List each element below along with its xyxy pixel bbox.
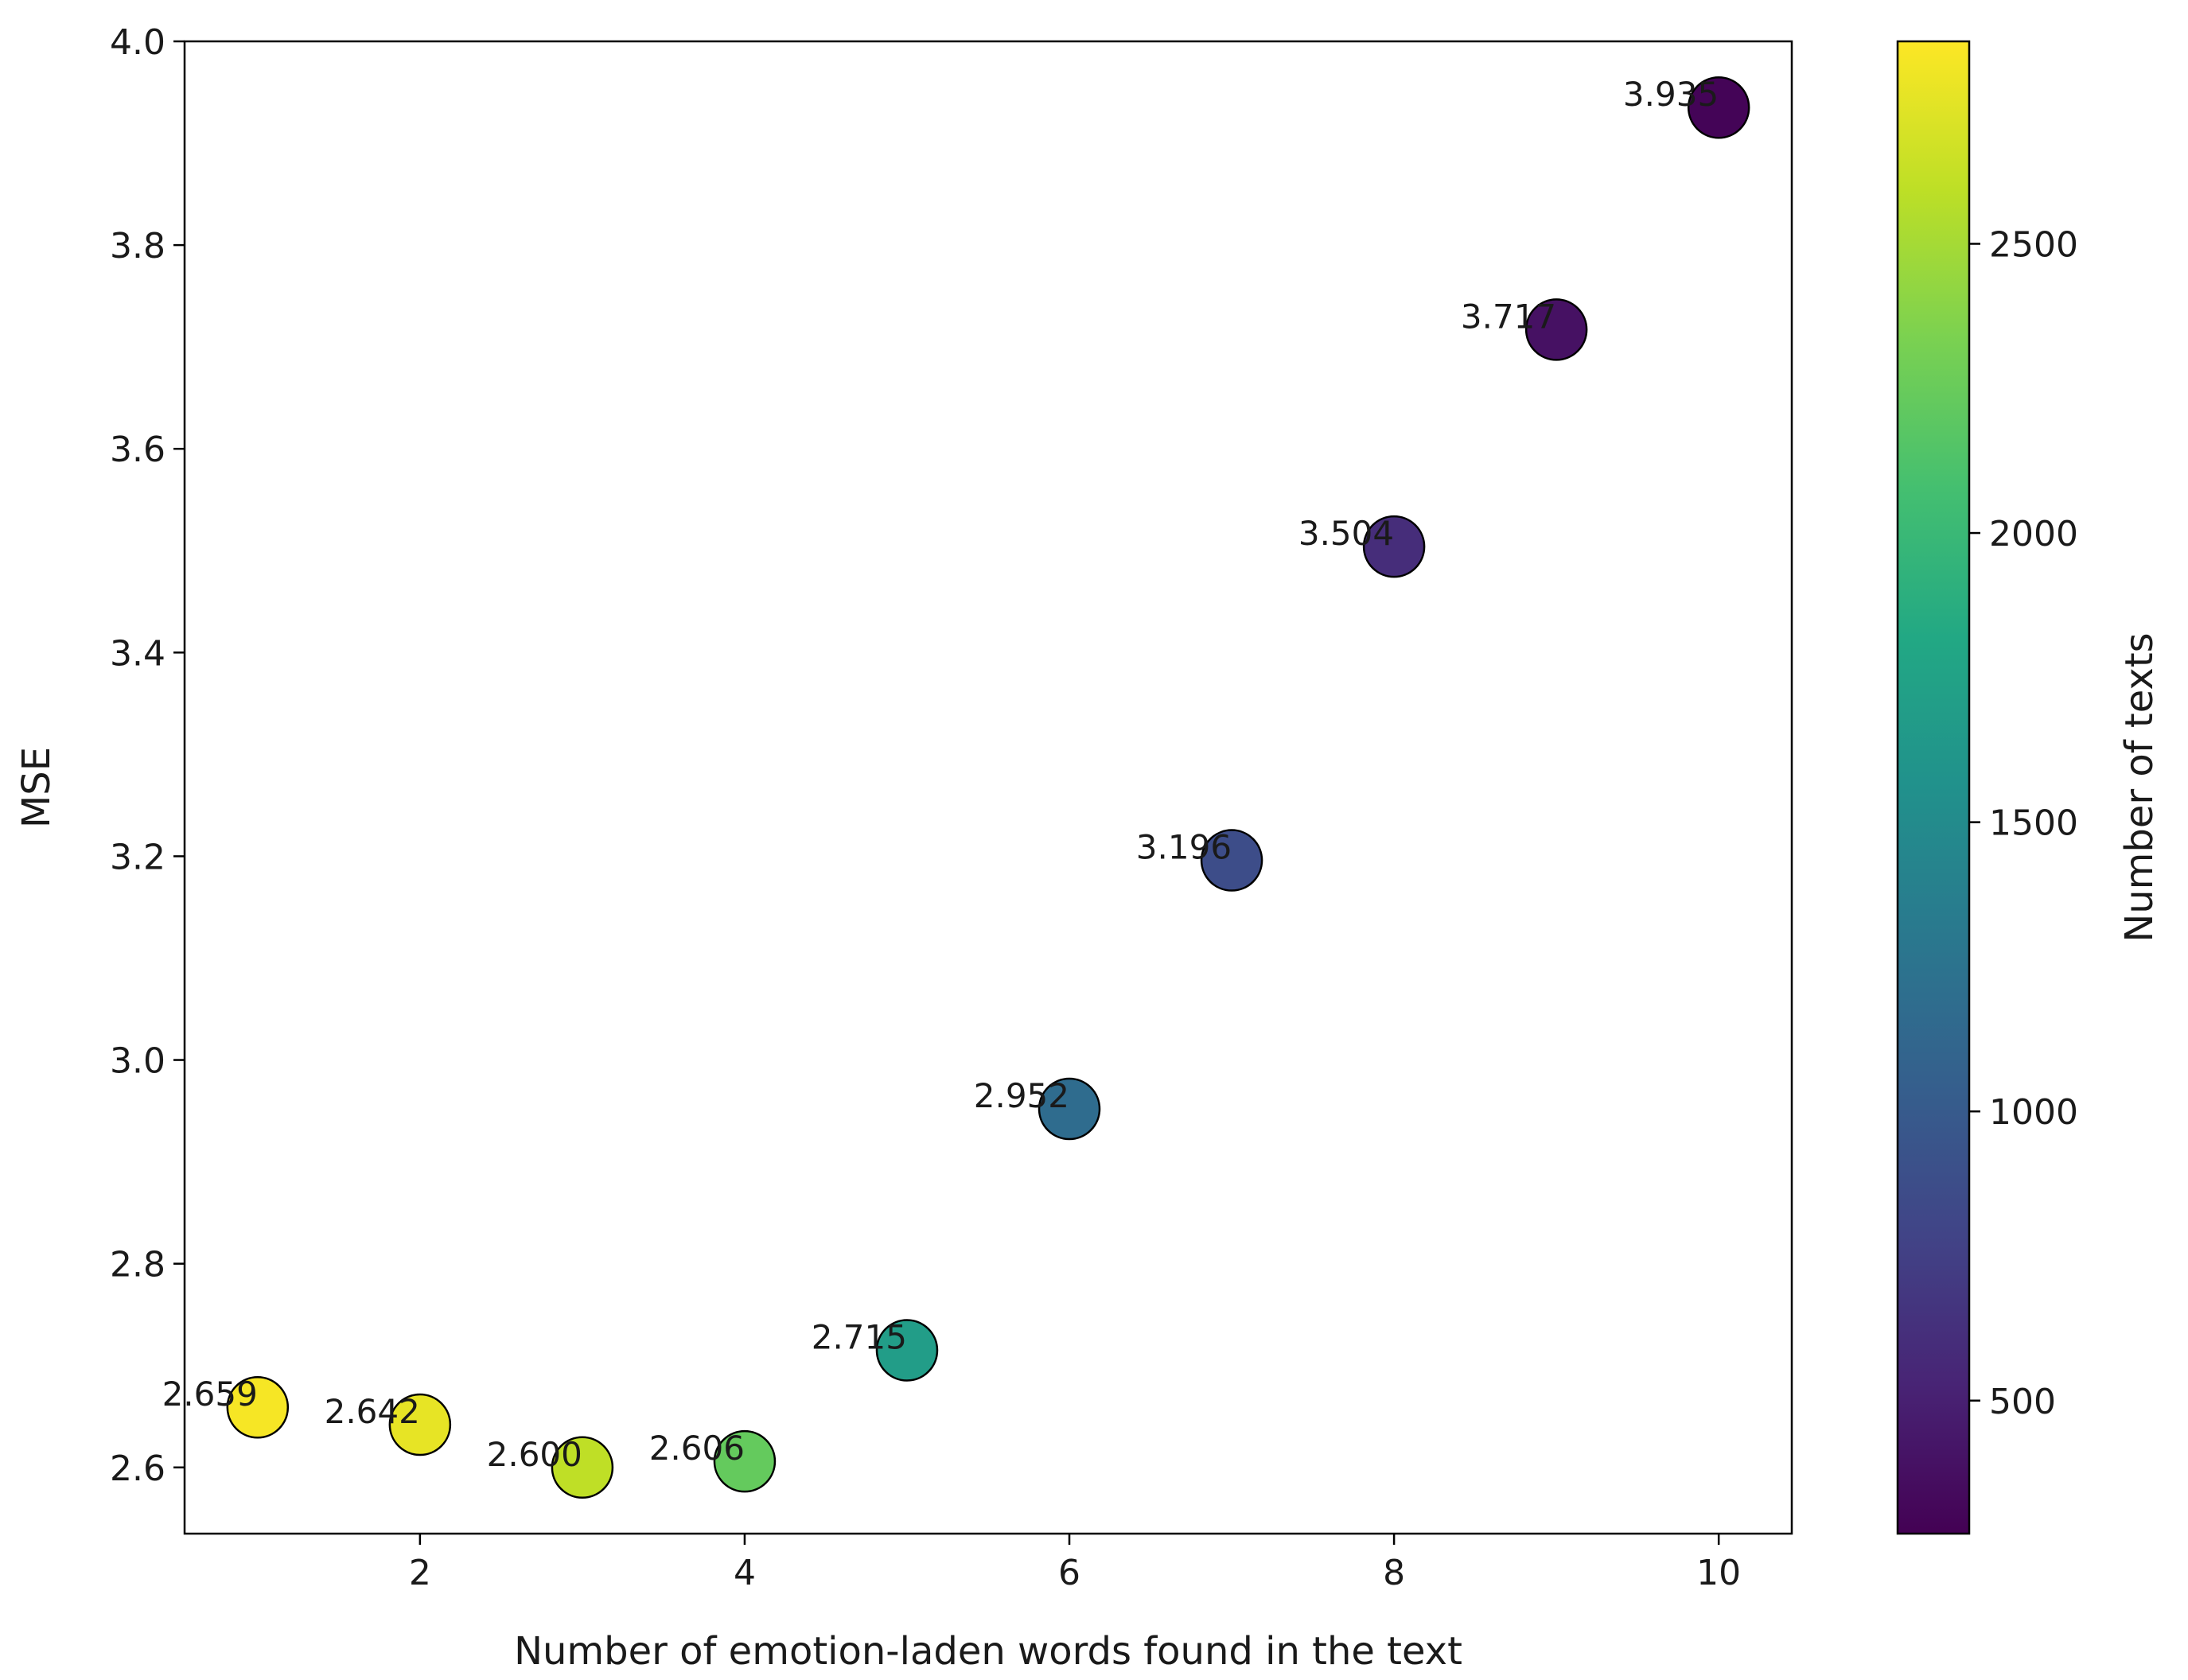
data-point	[875, 1319, 939, 1382]
data-label: 2.715	[812, 1318, 907, 1357]
data-point	[226, 1375, 290, 1439]
x-axis-ticks: 2 4 6 8 10	[409, 1534, 1741, 1593]
colorbar	[1896, 40, 1971, 1535]
y-tick-label: 3.0	[110, 1041, 165, 1082]
colorbar-tick-label: 1500	[1989, 803, 2078, 844]
x-tick-label: 8	[1383, 1553, 1405, 1593]
data-label: 2.642	[325, 1392, 420, 1431]
y-tick-label: 3.6	[110, 430, 165, 470]
data-label: 2.659	[162, 1375, 258, 1414]
y-axis-ticks: 2.6 2.8 3.0 3.2 3.4 3.6 3.8 4.0	[110, 22, 185, 1489]
y-tick-label: 3.2	[110, 837, 165, 877]
x-tick-label: 2	[409, 1553, 431, 1593]
data-label: 3.196	[1136, 828, 1232, 867]
data-point	[551, 1436, 614, 1499]
y-tick-label: 2.8	[110, 1245, 165, 1285]
data-label: 2.600	[487, 1435, 582, 1474]
y-tick-label: 3.4	[110, 633, 165, 674]
data-point	[1362, 515, 1426, 578]
y-tick-label: 3.8	[110, 226, 165, 266]
colorbar-tick-label: 2000	[1989, 514, 2078, 554]
data-label: 3.717	[1461, 297, 1556, 336]
x-tick-label: 4	[734, 1553, 756, 1593]
colorbar-tick-label: 500	[1989, 1382, 2056, 1422]
x-tick-label: 10	[1696, 1553, 1741, 1593]
data-label: 2.606	[649, 1429, 745, 1468]
data-point	[388, 1393, 452, 1456]
data-label: 2.952	[974, 1076, 1069, 1115]
plot-frame	[183, 40, 1793, 1535]
data-point	[1200, 829, 1263, 892]
data-label: 3.935	[1623, 75, 1719, 114]
colorbar-ticks: 500 1000 1500 2000 2500	[1969, 224, 2078, 1422]
y-axis-label: MSE	[14, 747, 59, 828]
data-labels: 2.659 2.642 2.600 2.606 2.715 2.952 3.196 3.504…	[162, 75, 1719, 1474]
data-point	[1038, 1077, 1101, 1141]
x-tick-label: 6	[1058, 1553, 1080, 1593]
x-axis-label: Number of emotion-laden words found in t…	[514, 1629, 1462, 1674]
colorbar-tick-label: 1000	[1989, 1092, 2078, 1133]
colorbar-tick-label: 2500	[1989, 224, 2078, 265]
data-point	[1687, 76, 1750, 139]
data-label: 3.504	[1298, 514, 1394, 553]
y-tick-label: 2.6	[110, 1449, 165, 1489]
data-point	[1524, 298, 1588, 361]
data-point	[713, 1429, 777, 1493]
colorbar-label: Number of texts	[2117, 632, 2162, 942]
data-points	[226, 76, 1750, 1499]
y-tick-label: 4.0	[110, 22, 165, 63]
